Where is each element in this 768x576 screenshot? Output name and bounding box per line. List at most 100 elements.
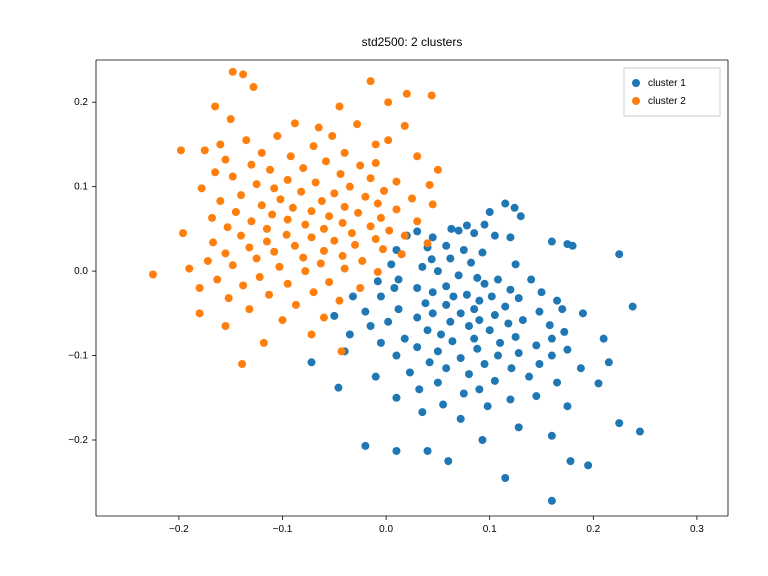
data-point [615,419,623,427]
data-point [196,284,204,292]
data-point [247,161,255,169]
data-point [406,368,414,376]
data-point [258,149,266,157]
data-point [367,322,375,330]
data-point [299,164,307,172]
data-point [361,442,369,450]
data-point [341,149,349,157]
data-point [315,124,323,132]
data-point [328,132,336,140]
data-point [553,379,561,387]
chart-container: −0.2−0.10.00.10.20.3−0.2−0.10.00.10.2std… [0,0,768,576]
data-point [348,229,356,237]
legend-marker [632,97,640,105]
data-point [198,184,206,192]
data-point [600,335,608,343]
data-point [553,297,561,305]
data-point [320,225,328,233]
data-point [465,370,473,378]
data-point [380,187,388,195]
data-point [353,120,361,128]
data-point [429,200,437,208]
data-point [361,193,369,201]
data-point [434,347,442,355]
data-point [475,385,483,393]
data-point [225,294,233,302]
data-point [372,159,380,167]
data-point [563,346,571,354]
data-point [481,221,489,229]
data-point [361,308,369,316]
data-point [216,140,224,148]
data-point [413,227,421,235]
data-point [437,330,445,338]
data-point [258,201,266,209]
data-point [455,227,463,235]
data-point [470,305,478,313]
data-point [337,170,345,178]
data-point [460,246,468,254]
data-point [232,208,240,216]
data-point [525,373,533,381]
data-point [356,162,364,170]
data-point [358,257,366,265]
data-point [579,309,587,317]
data-point [276,195,284,203]
data-point [222,322,230,330]
data-point [512,260,520,268]
data-point [301,221,309,229]
data-point [185,265,193,273]
data-point [429,288,437,296]
data-point [339,252,347,260]
data-point [527,276,535,284]
data-point [222,249,230,257]
x-tick-label: 0.0 [379,524,393,535]
data-point [242,136,250,144]
data-point [558,305,566,313]
data-point [434,379,442,387]
data-point [312,178,320,186]
data-point [429,309,437,317]
data-point [322,157,330,165]
data-point [284,280,292,288]
y-tick-label: 0.1 [74,182,88,193]
data-point [511,204,519,212]
data-point [273,132,281,140]
data-point [367,222,375,230]
plot-area [96,60,728,516]
x-axis-ticks: −0.2−0.10.00.10.20.3 [169,516,704,535]
data-point [594,379,602,387]
legend: cluster 1cluster 2 [624,68,720,116]
data-point [320,314,328,322]
data-point [496,339,504,347]
data-point [341,203,349,211]
data-point [196,309,204,317]
data-point [442,282,450,290]
data-point [401,232,409,240]
data-point [392,394,400,402]
data-point [256,273,264,281]
data-point [455,271,463,279]
data-point [567,457,575,465]
data-point [506,395,514,403]
data-point [629,303,637,311]
data-point [284,176,292,184]
data-point [275,263,283,271]
data-point [325,212,333,220]
data-point [149,270,157,278]
data-point [392,178,400,186]
data-point [308,207,316,215]
data-point [401,335,409,343]
data-point [237,191,245,199]
data-point [446,318,454,326]
data-point [283,231,291,239]
data-point [605,358,613,366]
x-tick-label: −0.1 [273,524,293,535]
data-point [372,235,380,243]
data-point [413,343,421,351]
data-point [308,233,316,241]
data-point [519,316,527,324]
data-point [247,217,255,225]
data-point [392,447,400,455]
data-point [532,341,540,349]
